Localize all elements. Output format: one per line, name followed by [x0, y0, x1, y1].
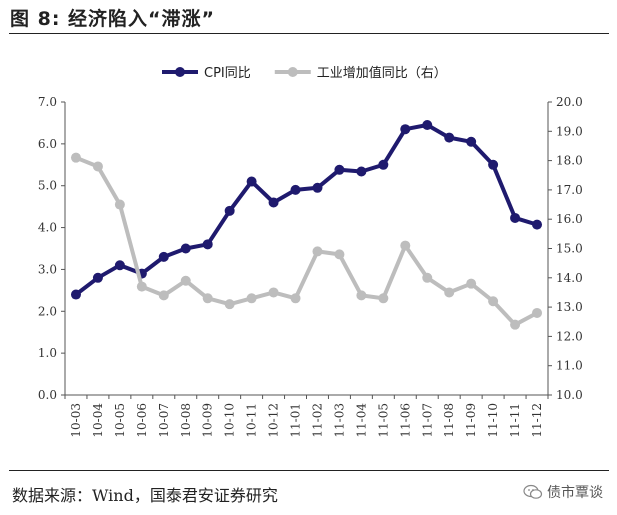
cpi-data-point [356, 166, 367, 177]
x-tick-label: 10-07 [157, 403, 171, 438]
x-tick-label: 10-11 [245, 403, 259, 438]
industrial-data-point [334, 249, 345, 260]
cpi-data-point [180, 243, 191, 254]
legend-swatch-marker [175, 67, 185, 77]
left-tick-label: 3.0 [38, 262, 57, 276]
cpi-data-point [510, 212, 521, 223]
left-tick-label: 1.0 [38, 346, 57, 360]
x-tick-label: 11-11 [508, 403, 522, 438]
right-tick-label: 13.0 [556, 300, 583, 314]
legend-swatch-marker [287, 67, 298, 77]
source-rule [9, 470, 609, 471]
industrial-data-point [532, 307, 543, 318]
cpi-series-line [74, 123, 538, 297]
industrial-data-point [378, 293, 389, 304]
right-tick-label: 10.0 [556, 388, 583, 402]
cpi-data-point [224, 205, 235, 216]
cpi-data-point [70, 289, 81, 300]
industrial-data-point [70, 152, 81, 163]
cpi-data-point [532, 219, 543, 230]
cpi-data-point [202, 239, 213, 250]
x-tick-label: 10-05 [113, 403, 127, 438]
x-tick-label: 10-09 [201, 403, 215, 438]
cpi-data-point [400, 124, 411, 135]
chart: 0.0 1.0 2.0 3.0 4.0 5.0 6.0 7.0 10.0 11.0 12.0 13.0… [38, 65, 583, 438]
left-tick-label: 5.0 [38, 179, 57, 193]
right-tick-label: 17.0 [556, 183, 583, 197]
cpi-data-point [422, 120, 433, 131]
watermark: 债市覃谈 [523, 482, 603, 502]
industrial-data-point [136, 281, 147, 292]
industrial-data-point [312, 246, 323, 257]
cpi-data-point [92, 272, 103, 283]
x-tick-label: 11-03 [332, 403, 346, 438]
x-tick-label: 10-03 [69, 403, 83, 438]
right-tick-label: 12.0 [556, 329, 583, 343]
legend-label: 工业增加值同比（右） [317, 65, 447, 81]
x-tick-label: 11-10 [486, 403, 500, 438]
industrial-data-point [268, 287, 279, 298]
x-tick-label: 11-12 [530, 403, 544, 438]
industrial-series-line [75, 155, 538, 327]
cpi-data-point [246, 176, 257, 187]
cpi-data-point [290, 184, 301, 195]
wechat-icon [523, 484, 543, 499]
industrial-data-point [180, 275, 191, 286]
cpi-data-point [466, 136, 477, 147]
cpi-data-point [334, 164, 345, 175]
left-tick-label: 6.0 [38, 137, 57, 151]
industrial-data-point [246, 293, 257, 304]
right-tick-label: 18.0 [556, 154, 583, 168]
industrial-data-point [114, 199, 125, 210]
cpi-data-point [114, 260, 125, 271]
cpi-data-point [488, 159, 499, 170]
x-tick-label: 11-02 [310, 403, 324, 438]
industrial-data-point [400, 240, 411, 251]
left-tick-label: 4.0 [38, 221, 57, 235]
cpi-data-point [158, 251, 169, 262]
x-tick-label: 11-08 [442, 403, 456, 438]
legend-label: CPI同比 [204, 66, 251, 81]
industrial-data-point [356, 290, 367, 301]
left-tick-label: 0.0 [38, 388, 57, 402]
left-tick-label: 7.0 [38, 95, 57, 109]
industrial-data-point [158, 290, 169, 301]
industrial-data-point [202, 293, 213, 304]
right-tick-label: 19.0 [556, 124, 583, 138]
right-tick-label: 16.0 [556, 212, 583, 226]
industrial-data-point [224, 299, 235, 310]
industrial-data-point [290, 293, 301, 304]
x-tick-label: 11-06 [398, 403, 412, 438]
watermark-text: 债市覃谈 [547, 485, 603, 501]
right-tick-label: 20.0 [556, 95, 583, 109]
source-note: 数据来源：Wind，国泰君安证券研究 [12, 486, 278, 505]
cpi-data-point [312, 182, 323, 193]
figure-title: 图 8: 经济陷入“滞涨” [10, 8, 216, 30]
x-tick-label: 11-05 [376, 403, 390, 438]
x-tick-label: 11-04 [354, 403, 368, 438]
industrial-data-point [510, 319, 521, 330]
x-tick-label: 10-12 [267, 403, 281, 438]
industrial-data-point [422, 272, 433, 283]
cpi-data-point [444, 132, 455, 143]
right-tick-label: 14.0 [556, 271, 583, 285]
x-tick-label: 11-07 [420, 403, 434, 438]
x-tick-label: 10-06 [135, 403, 149, 438]
title-rule [9, 33, 609, 34]
industrial-data-point [488, 296, 499, 307]
industrial-data-point [444, 287, 455, 298]
left-tick-label: 2.0 [38, 304, 57, 318]
x-tick-label: 10-08 [179, 403, 193, 438]
cpi-data-point [268, 197, 279, 208]
x-tick-label: 10-10 [223, 403, 237, 438]
cpi-data-point [378, 159, 389, 170]
right-tick-label: 15.0 [556, 242, 583, 256]
industrial-data-point [92, 161, 103, 172]
right-tick-label: 11.0 [556, 359, 583, 373]
x-tick-label: 10-04 [91, 403, 105, 438]
x-tick-label: 11-09 [464, 403, 478, 438]
industrial-data-point [466, 278, 477, 289]
x-tick-label: 11-01 [289, 403, 303, 438]
